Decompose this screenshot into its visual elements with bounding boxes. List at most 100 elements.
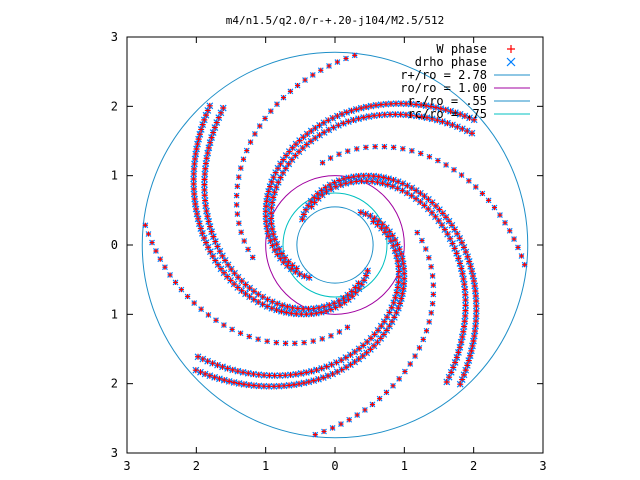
w-phase-point bbox=[360, 172, 367, 179]
w-phase-point bbox=[332, 183, 339, 190]
w-phase-point bbox=[450, 364, 457, 371]
w-phase-point bbox=[318, 67, 324, 73]
w-phase-point bbox=[273, 184, 280, 191]
w-phase-point bbox=[335, 122, 342, 129]
w-phase-point bbox=[203, 208, 210, 215]
w-phase-point bbox=[423, 102, 430, 109]
w-phase-point bbox=[248, 139, 254, 145]
w-phase-point bbox=[328, 333, 334, 339]
w-phase-point bbox=[471, 116, 478, 123]
w-phase-point bbox=[308, 368, 315, 375]
w-phase-point bbox=[191, 191, 198, 198]
w-phase-point bbox=[376, 112, 383, 119]
w-phase-point bbox=[268, 215, 275, 222]
w-phase-point bbox=[305, 305, 312, 312]
w-phase-point bbox=[522, 262, 528, 268]
w-phase-point bbox=[458, 265, 465, 272]
w-phase-point bbox=[461, 281, 468, 288]
w-phase-point bbox=[471, 282, 478, 289]
w-phase-point bbox=[213, 119, 220, 126]
chart-title: m4/n1.5/q2.0/r-+.20-j104/M2.5/512 bbox=[226, 14, 445, 27]
w-phase-point bbox=[468, 130, 475, 137]
w-phase-point bbox=[310, 377, 317, 384]
w-phase-point bbox=[292, 340, 298, 346]
w-phase-point bbox=[461, 318, 468, 325]
w-phase-point bbox=[201, 171, 208, 178]
y-tick-label: 3 bbox=[111, 446, 118, 460]
w-phase-point bbox=[426, 154, 432, 160]
w-phase-point bbox=[271, 372, 278, 379]
w-phase-point bbox=[393, 100, 400, 107]
w-phase-point bbox=[271, 236, 278, 243]
w-phase-point bbox=[356, 345, 363, 352]
w-phase-point bbox=[305, 378, 312, 385]
x-tick-label: 0 bbox=[331, 459, 338, 473]
w-phase-point bbox=[390, 383, 396, 389]
w-phase-point bbox=[202, 197, 209, 204]
w-phase-point bbox=[380, 331, 387, 338]
w-phase-point bbox=[394, 284, 401, 291]
w-phase-point bbox=[205, 144, 212, 151]
w-phase-point bbox=[270, 231, 277, 238]
w-phase-point bbox=[298, 370, 305, 377]
w-phase-point bbox=[360, 114, 367, 121]
w-phase-point bbox=[336, 151, 342, 157]
w-phase-point bbox=[363, 349, 370, 356]
w-phase-point bbox=[296, 137, 303, 144]
w-phase-point bbox=[360, 342, 367, 349]
w-phase-point bbox=[354, 412, 360, 418]
w-phase-point bbox=[459, 333, 466, 340]
w-phase-point bbox=[276, 372, 283, 379]
w-phase-point bbox=[211, 374, 218, 381]
w-phase-point bbox=[196, 220, 203, 227]
w-phase-point bbox=[491, 205, 497, 211]
w-phase-point bbox=[363, 144, 369, 150]
x-tick-label: 2 bbox=[470, 459, 477, 473]
w-phase-point bbox=[255, 336, 261, 342]
w-phase-point bbox=[375, 173, 382, 180]
w-phase-point bbox=[432, 104, 439, 111]
w-phase-point bbox=[205, 218, 212, 225]
w-phase-point bbox=[145, 231, 151, 237]
x-tick-label: 3 bbox=[539, 459, 546, 473]
w-phase-point bbox=[470, 278, 477, 285]
w-phase-point bbox=[149, 240, 155, 246]
w-phase-point bbox=[293, 265, 300, 272]
w-phase-point bbox=[289, 304, 296, 311]
w-phase-point bbox=[274, 101, 280, 107]
w-phase-point bbox=[462, 312, 469, 319]
w-phase-point bbox=[395, 273, 402, 280]
w-phase-point bbox=[162, 264, 168, 270]
w-phase-point bbox=[371, 112, 378, 119]
w-phase-point bbox=[348, 179, 355, 186]
w-phase-point bbox=[195, 215, 202, 222]
w-phase-point bbox=[408, 112, 415, 119]
legend-label: ro/ro = 1.00 bbox=[400, 81, 487, 95]
w-phase-point bbox=[263, 198, 270, 205]
w-phase-point bbox=[387, 100, 394, 107]
w-phase-point bbox=[430, 282, 436, 288]
w-phase-point bbox=[293, 141, 300, 148]
w-phase-point bbox=[456, 344, 463, 351]
w-phase-point bbox=[374, 221, 381, 228]
w-phase-point bbox=[458, 339, 465, 346]
w-phase-point bbox=[288, 156, 295, 163]
w-phase-point bbox=[269, 225, 276, 232]
w-phase-point bbox=[234, 202, 240, 208]
w-phase-point bbox=[234, 193, 240, 199]
w-phase-point bbox=[324, 372, 331, 379]
w-phase-point bbox=[353, 178, 360, 185]
w-phase-point bbox=[462, 302, 469, 309]
reference-circle bbox=[265, 175, 405, 315]
w-phase-point bbox=[479, 191, 485, 197]
legend-label: rc/ro = .75 bbox=[408, 107, 487, 121]
w-phase-point bbox=[396, 376, 402, 382]
reference-circle bbox=[141, 51, 529, 439]
w-phase-point bbox=[339, 111, 346, 118]
legend-marker bbox=[507, 45, 515, 53]
w-phase-point bbox=[423, 114, 430, 121]
w-phase-point bbox=[198, 126, 205, 133]
w-phase-point bbox=[467, 352, 474, 359]
w-phase-point bbox=[421, 193, 428, 200]
